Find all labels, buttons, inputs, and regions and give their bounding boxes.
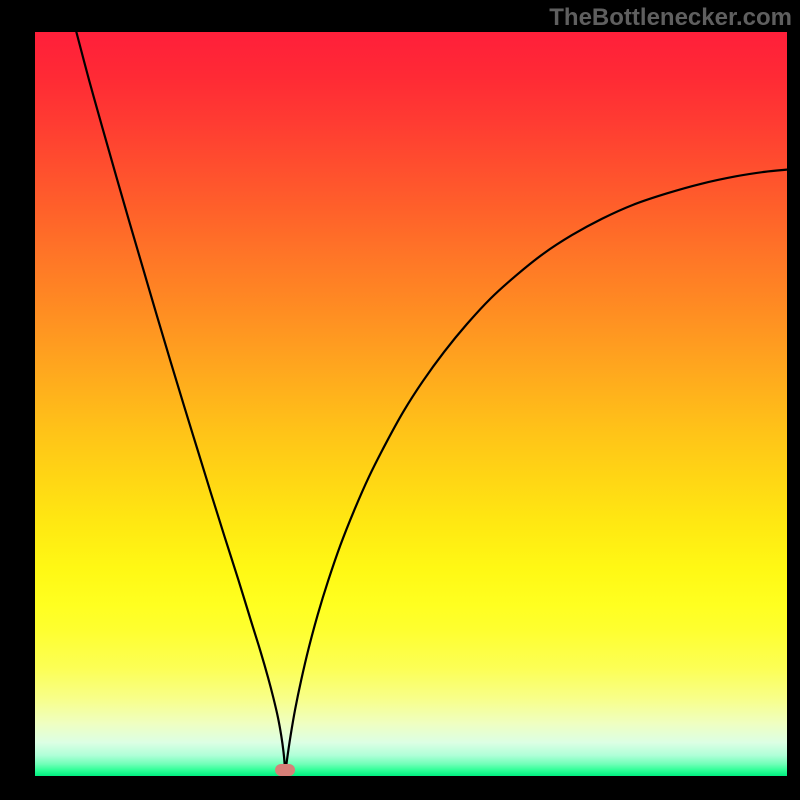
watermark-text: TheBottlenecker.com bbox=[549, 4, 792, 32]
bottleneck-curve-chart bbox=[35, 32, 787, 776]
chart-frame: TheBottlenecker.com bbox=[0, 0, 800, 800]
optimum-marker bbox=[275, 764, 295, 776]
plot-area bbox=[35, 32, 787, 776]
gradient-background bbox=[35, 32, 787, 776]
